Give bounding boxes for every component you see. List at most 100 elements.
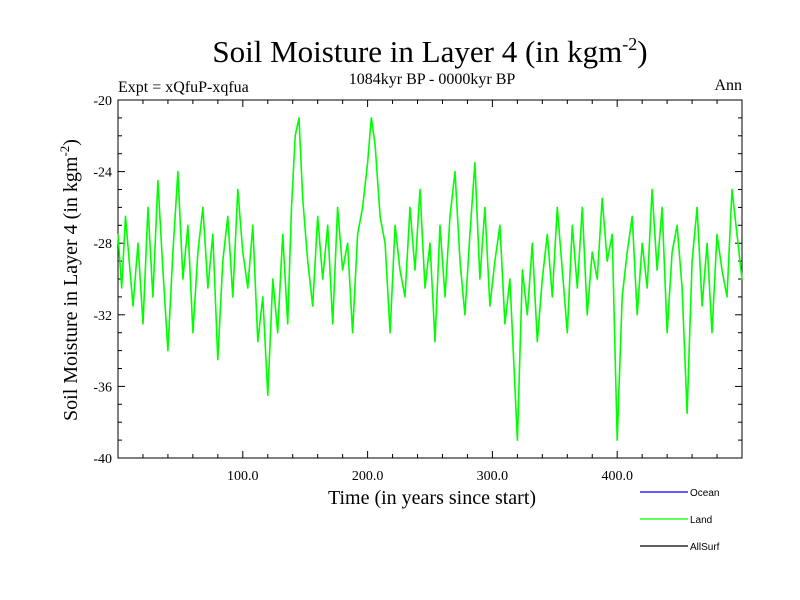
data-point: [152, 296, 154, 298]
data-point: [202, 206, 204, 208]
data-point: [691, 260, 693, 262]
data-point: [721, 269, 723, 271]
data-point: [262, 296, 264, 298]
data-point: [626, 251, 628, 253]
data-point: [706, 242, 708, 244]
data-point: [516, 439, 519, 441]
x-tick-label: 300.0: [477, 469, 509, 484]
data-point: [147, 206, 149, 208]
data-point: [546, 233, 548, 235]
series-line-land: [117, 117, 743, 441]
y-tick-label: -32: [93, 309, 112, 324]
data-point: [651, 188, 653, 191]
data-point: [394, 224, 396, 226]
data-point: [192, 332, 194, 334]
data-point: [182, 278, 184, 280]
y-axis: -40 -36 -32 -28 -24 -20: [93, 94, 742, 467]
legend-label: Ocean: [690, 488, 719, 499]
data-point: [167, 350, 169, 352]
data-point: [362, 206, 364, 208]
data-point: [232, 296, 234, 298]
data-point: [187, 224, 189, 226]
y-tick-label: -36: [93, 380, 112, 395]
data-point: [606, 260, 608, 262]
data-point: [404, 296, 406, 298]
data-point: [124, 215, 127, 217]
experiment-label: Expt = xQfuP-xqfua: [118, 79, 249, 96]
data-point: [347, 242, 349, 244]
data-point: [332, 323, 334, 325]
data-point: [581, 206, 583, 208]
data-point: [370, 117, 372, 119]
data-point: [389, 332, 391, 334]
series-group: [117, 117, 743, 441]
data-point: [399, 269, 401, 271]
data-point: [117, 233, 119, 235]
x-tick-label: 100.0: [227, 469, 259, 484]
season-label: Ann: [714, 77, 742, 94]
data-point: [616, 439, 618, 441]
data-point: [711, 332, 713, 334]
data-point: [294, 135, 296, 137]
y-axis-label: Soil Moisture in Layer 4 (in kgm-2): [57, 139, 82, 421]
x-axis: 100.0 200.0 300.0 400.0: [142, 100, 718, 484]
data-point: [414, 269, 416, 271]
data-point: [459, 260, 461, 262]
data-point: [561, 269, 563, 271]
data-point: [298, 117, 300, 119]
data-point: [162, 269, 164, 271]
data-point: [521, 269, 524, 271]
data-point: [671, 251, 673, 253]
data-point: [566, 332, 568, 334]
y-tick-label: -24: [93, 166, 112, 181]
data-point: [551, 296, 553, 298]
data-point: [701, 305, 703, 307]
data-point: [696, 206, 698, 208]
data-point: [290, 206, 293, 208]
data-point: [444, 296, 446, 298]
data-point: [424, 287, 426, 289]
data-point: [252, 224, 254, 226]
data-point: [586, 314, 588, 316]
data-point: [439, 224, 441, 226]
data-point: [686, 412, 688, 414]
data-point: [454, 171, 456, 173]
data-point: [327, 224, 329, 226]
data-point: [464, 314, 466, 316]
data-point: [716, 233, 718, 235]
legend-label: Land: [690, 515, 712, 526]
data-point: [571, 224, 573, 226]
data-point: [641, 242, 643, 244]
data-point: [227, 215, 229, 217]
data-point: [247, 287, 249, 289]
data-point: [736, 233, 738, 235]
data-point: [541, 278, 543, 280]
data-point: [474, 162, 476, 164]
data-point: [302, 197, 304, 199]
data-point: [601, 197, 603, 199]
data-point: [479, 278, 481, 280]
data-point: [282, 233, 284, 235]
data-point: [267, 394, 269, 396]
data-point: [636, 314, 638, 316]
x-tick-label: 400.0: [601, 469, 633, 484]
data-point: [494, 260, 496, 262]
data-point: [556, 206, 558, 208]
data-point: [287, 323, 289, 325]
data-point: [379, 215, 381, 217]
data-point: [197, 251, 199, 253]
data-point: [631, 215, 633, 217]
legend: Ocean Land AllSurf: [640, 488, 720, 553]
data-point: [142, 323, 144, 325]
data-point: [489, 305, 491, 307]
data-point: [499, 224, 501, 226]
data-point: [128, 260, 130, 262]
data-point: [272, 278, 274, 280]
y-tick-label: -28: [93, 237, 112, 252]
data-point: [212, 233, 214, 235]
data-point: [434, 341, 436, 343]
data-point: [277, 332, 279, 334]
data-point: [419, 188, 421, 191]
data-point: [342, 269, 344, 271]
